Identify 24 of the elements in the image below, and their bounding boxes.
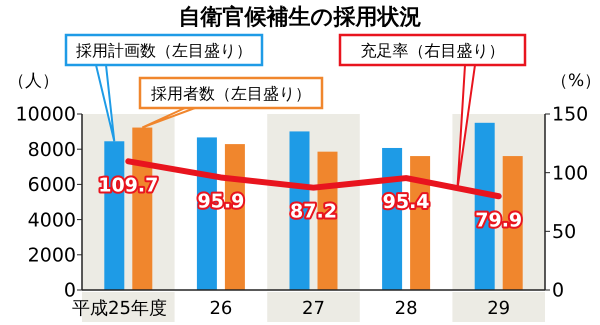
x-tick-label: 27 [302,298,325,319]
x-tick-label: 28 [394,298,418,319]
y-tick-label: 8000 [28,138,76,161]
text: 充足率（右目盛り） [360,41,504,60]
x-tick-label: 29 [487,298,510,319]
data-label: 95.9 [197,190,244,212]
y-tick-label: 2000 [28,244,76,266]
y2-tick-label: 150 [552,104,588,126]
y2-tick-label: 100 [552,162,588,184]
text: 採用計画数（左目盛り） [76,41,252,60]
data-label: 79.9 [475,209,522,232]
data-label: 109.7 [98,174,158,196]
data-label: 95.4 [382,191,430,214]
x-tick-label: 26 [209,298,232,319]
data-label: 87.2 [290,200,337,223]
chart-title: 自衛官候補生の採用状況 [178,4,422,30]
y2-axis-title: （%） [551,71,600,91]
y2-tick-label: 0 [552,280,564,302]
y-tick-label: 4000 [28,209,76,232]
y-axis-title: （人） [8,71,59,91]
y-tick-label: 10000 [16,104,76,126]
series-label: 採用者数（左目盛り） [151,84,311,103]
y-tick-label: 6000 [28,174,76,196]
y2-tick-label: 50 [552,220,576,243]
